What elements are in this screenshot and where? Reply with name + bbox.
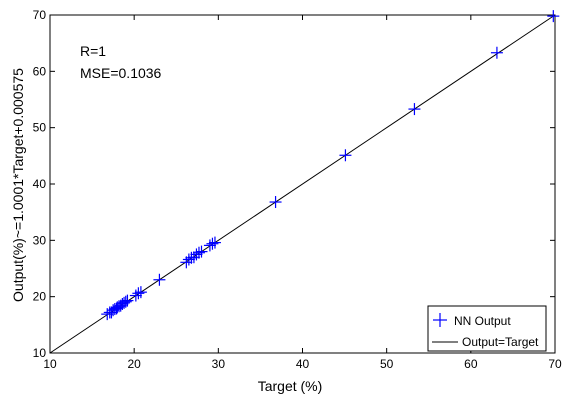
y-axis-label: Output(%)~=1.0001*Target+0.000575 (10, 68, 26, 302)
data-point (408, 103, 421, 116)
x-tick-label: 70 (548, 357, 562, 371)
y-tick-label: 20 (33, 290, 47, 304)
x-axis-label: Target (%) (258, 378, 323, 394)
data-point (339, 149, 352, 162)
tick-layer: 10 20 30 40 50 60 70 10 20 30 40 50 60 70 (33, 8, 562, 371)
data-point (111, 301, 124, 314)
data-point (208, 236, 221, 249)
legend-marker-nn-output (433, 313, 447, 327)
y-tick-label: 50 (33, 121, 47, 135)
x-tick-label: 50 (380, 357, 394, 371)
fit-line (49, 14, 556, 354)
y-tick-label: 40 (33, 177, 47, 191)
data-point (129, 289, 142, 302)
x-tick-label: 40 (296, 357, 310, 371)
x-tick-label: 10 (43, 357, 57, 371)
legend: NN Output Output=Target (427, 305, 547, 352)
fit-line-layer (49, 14, 556, 354)
data-point (547, 10, 560, 23)
annotation-mse: MSE=0.1036 (80, 65, 162, 81)
data-point (118, 296, 131, 309)
y-tick-label: 30 (33, 233, 47, 247)
data-point (192, 246, 205, 259)
x-tick-label: 60 (464, 357, 478, 371)
legend-box (427, 305, 547, 352)
data-point (119, 295, 132, 308)
data-point (206, 237, 219, 250)
data-point (134, 286, 147, 299)
y-tick-label: 10 (33, 346, 47, 360)
data-point (121, 294, 134, 307)
annotation-r: R=1 (80, 43, 106, 59)
data-point (195, 245, 208, 258)
data-point (153, 273, 166, 286)
data-point (490, 46, 503, 59)
data-point (269, 196, 282, 209)
x-tick-label: 20 (127, 357, 141, 371)
y-tick-label: 70 (33, 8, 47, 22)
data-point (203, 239, 216, 252)
data-point (190, 248, 203, 261)
y-tick-label: 60 (33, 64, 47, 78)
data-point (116, 297, 129, 310)
data-point (132, 287, 145, 300)
legend-label-output-target: Output=Target (462, 335, 539, 349)
data-points-layer (101, 10, 560, 321)
x-tick-label: 30 (212, 357, 226, 371)
data-point (182, 253, 195, 266)
legend-label-nn-output: NN Output (454, 314, 511, 328)
